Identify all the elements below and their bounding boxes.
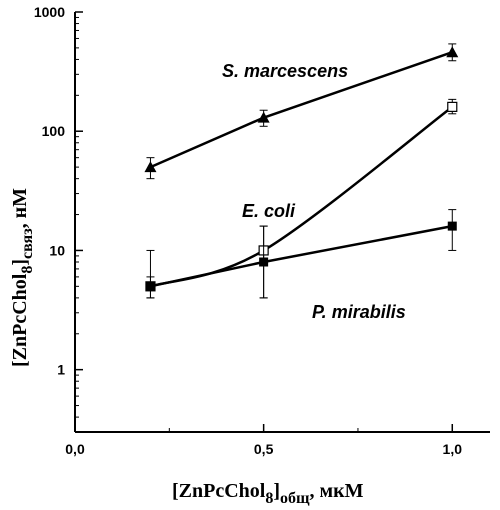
x-tick-label: 0,0 [65,441,85,457]
data-point-square [145,281,155,291]
series-label-e-coli: E. coli [242,201,296,221]
y-tick-label: 10 [49,242,65,258]
series-0 [144,43,459,180]
y-tick-label: 1 [57,362,65,378]
series-2 [145,209,457,299]
x-tick-label: 0,5 [254,441,274,457]
data-point-triangle [257,111,270,123]
series-line [150,224,453,288]
y-tick-label: 1000 [34,4,65,20]
chart-axes: 1 10 100 1000 0,0 0,5 1,0 [34,4,490,457]
y-axis-title: [ZnPcChol8]связ, нМ [9,188,36,367]
data-point-triangle [446,46,459,58]
data-point-square [447,221,457,231]
series-line [150,105,454,288]
chart-series [144,43,459,299]
x-tick-label: 1,0 [443,441,463,457]
data-point-square-open [447,101,458,112]
series-1 [145,98,458,299]
series-label-p-mirabilis: P. mirabilis [312,302,406,322]
data-point-square [259,257,269,267]
series-label-s-marcescens: S. marcescens [222,61,348,81]
y-tick-label: 100 [42,123,66,139]
x-axis-title: [ZnPcChol8]общ, мкМ [172,480,364,507]
data-point-triangle [144,161,157,173]
